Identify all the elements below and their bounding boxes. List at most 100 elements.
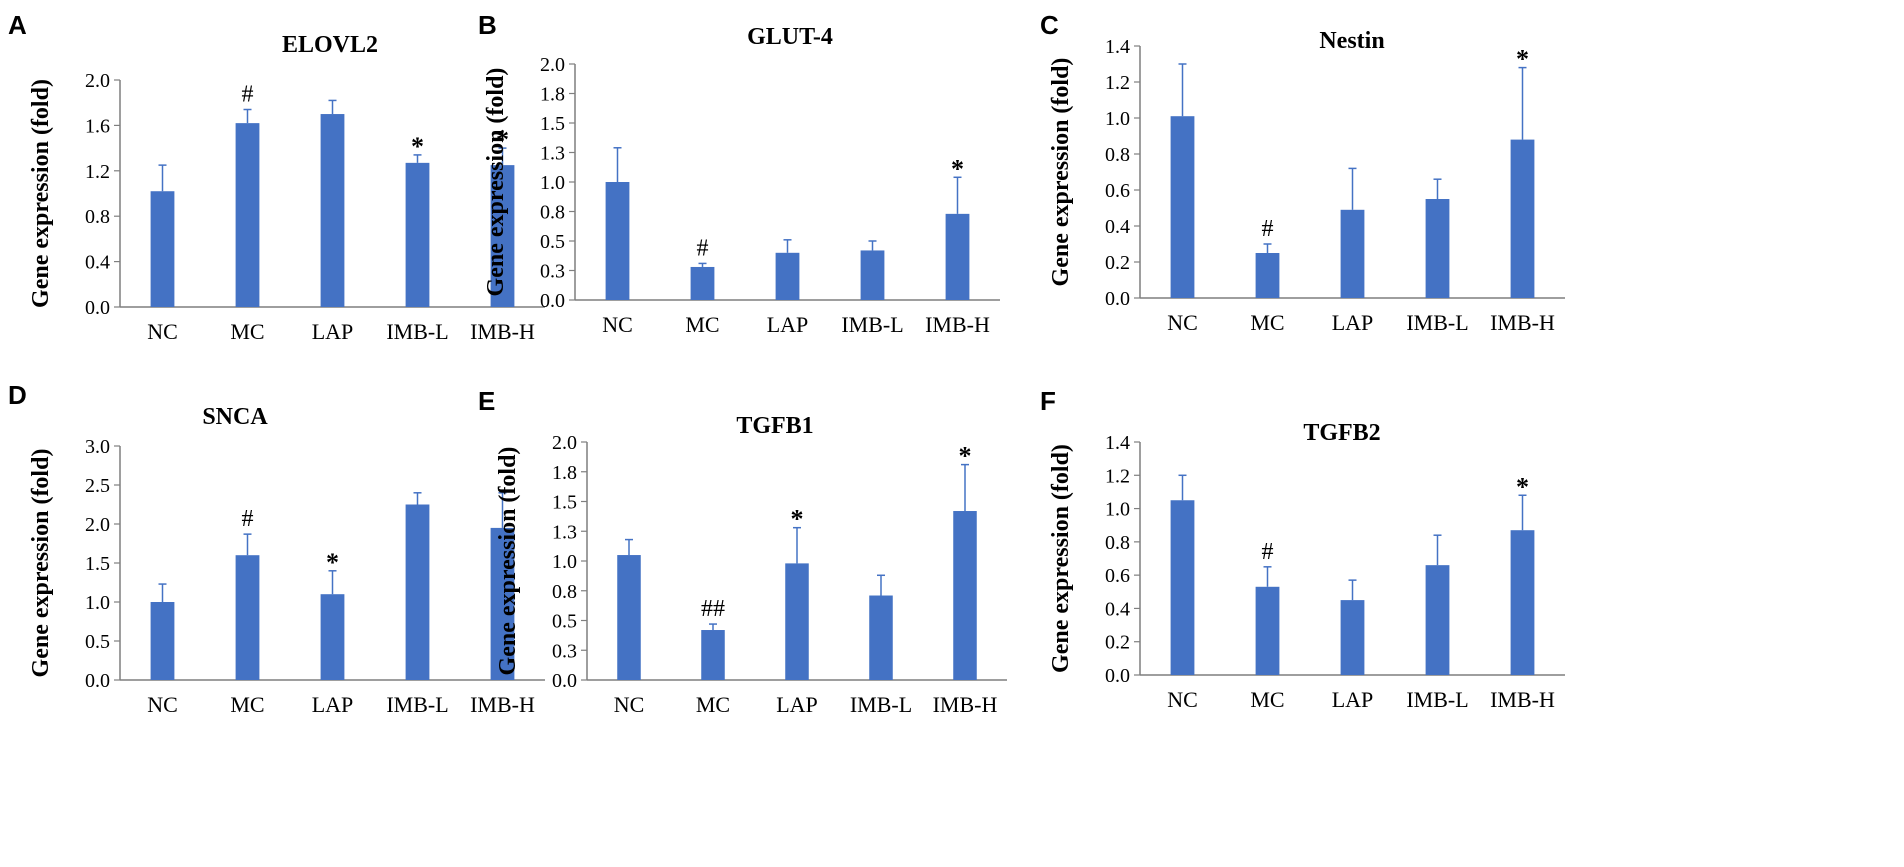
bar-imb-l (1425, 199, 1450, 298)
x-category-label: NC (147, 692, 178, 717)
y-axis-label: Gene expression (fold) (1048, 58, 1074, 287)
significance-hash: # (1262, 539, 1274, 565)
bar-imb-h (490, 165, 515, 307)
y-tick-label: 2.0 (552, 432, 577, 454)
significance-hash: ## (701, 596, 725, 622)
bar-mc (690, 266, 715, 300)
y-tick-label: 1.5 (552, 492, 577, 514)
x-category-label: IMB-H (925, 312, 990, 337)
y-tick-label: 0.0 (85, 670, 110, 692)
panel-f: F TGFB2 Gene expression (fold) 0.0 0.2 0.4 0.6… (1040, 386, 1565, 712)
x-category-label: IMB-H (1490, 687, 1555, 712)
y-tick-label: 2.0 (85, 514, 110, 536)
bar-lap (775, 252, 800, 300)
y-axis-label: Gene expression (fold) (1048, 444, 1074, 673)
x-category-label: IMB-L (850, 692, 912, 717)
y-tick-label: 1.0 (552, 551, 577, 573)
significance-star: * (791, 505, 804, 534)
bar-imb-l (405, 162, 430, 307)
y-tick-label: 0.0 (1105, 665, 1130, 687)
chart-title: GLUT-4 (747, 24, 833, 50)
y-tick-label: 1.8 (540, 84, 565, 106)
bar-nc (150, 191, 175, 307)
panel-a: A ELOVL2 Gene expression (fold) 0.0 0.4 0.8 1.… (8, 10, 545, 344)
bar-nc (1170, 500, 1195, 675)
x-category-label: LAP (312, 319, 354, 344)
bar-imb-l (1425, 565, 1450, 675)
y-tick-label: 0.4 (85, 252, 110, 274)
x-category-label: IMB-L (386, 319, 448, 344)
y-tick-label: 1.0 (540, 172, 565, 194)
bar-lap (785, 563, 809, 680)
significance-star: * (951, 154, 964, 183)
bar-nc (1170, 116, 1195, 298)
y-tick-label: 1.4 (1105, 432, 1130, 454)
y-tick-label: 0.0 (85, 297, 110, 319)
y-tick-label: 0.2 (1105, 632, 1130, 654)
chart-title: SNCA (202, 404, 268, 430)
bar-imb-h (1510, 139, 1535, 298)
x-category-label: IMB-L (1406, 310, 1468, 335)
x-category-label: MC (1250, 687, 1284, 712)
bar-nc (605, 182, 630, 300)
x-category-label: MC (696, 692, 730, 717)
x-category-label: MC (685, 312, 719, 337)
chart-title: TGFB1 (736, 413, 813, 439)
y-tick-label: 1.2 (85, 161, 110, 183)
bar-imb-h (490, 527, 515, 680)
bar-imb-h (945, 213, 970, 300)
y-tick-label: 0.4 (1105, 216, 1130, 238)
y-tick-label: 2.0 (85, 70, 110, 92)
significance-star: * (1516, 45, 1529, 74)
y-tick-label: 1.3 (552, 521, 577, 543)
bar-lap (320, 594, 345, 680)
y-tick-label: 2.5 (85, 475, 110, 497)
y-tick-label: 3.0 (85, 436, 110, 458)
y-tick-label: 2.0 (540, 54, 565, 76)
significance-hash: # (697, 235, 709, 261)
y-axis-label: Gene expression (fold) (28, 79, 54, 308)
panel-letter: E (478, 386, 495, 416)
x-category-label: IMB-H (933, 692, 998, 717)
bar-mc (1255, 586, 1280, 675)
y-axis-label: Gene expression (fold) (495, 447, 521, 676)
y-tick-label: 0.8 (540, 202, 565, 224)
x-category-label: LAP (1332, 687, 1374, 712)
bar-imb-l (405, 504, 430, 680)
y-tick-label: 0.8 (552, 581, 577, 603)
x-category-label: MC (230, 319, 264, 344)
x-category-label: IMB-H (470, 692, 535, 717)
panel-letter: B (478, 10, 497, 40)
significance-star: * (496, 125, 509, 154)
y-tick-label: 1.2 (1105, 72, 1130, 94)
bar-imb-l (860, 250, 885, 300)
bar-mc (235, 123, 260, 307)
x-category-label: IMB-H (470, 319, 535, 344)
x-category-label: NC (614, 692, 645, 717)
panel-letter: C (1040, 10, 1059, 40)
y-tick-label: 1.8 (552, 462, 577, 484)
y-tick-label: 0.3 (540, 261, 565, 283)
bar-lap (1340, 209, 1365, 298)
chart-title: ELOVL2 (282, 32, 378, 58)
bar-imb-l (869, 595, 893, 680)
y-tick-label: 0.5 (85, 631, 110, 653)
chart-title: Nestin (1319, 28, 1384, 54)
bar-mc (235, 555, 260, 680)
y-tick-label: 0.6 (1105, 565, 1130, 587)
x-category-label: NC (147, 319, 178, 344)
bar-nc (150, 602, 175, 680)
y-axis-label: Gene expression (fold) (483, 68, 509, 297)
x-category-label: MC (230, 692, 264, 717)
y-tick-label: 1.4 (1105, 36, 1130, 58)
y-tick-label: 1.0 (1105, 108, 1130, 130)
significance-star: * (326, 548, 339, 577)
y-tick-label: 1.5 (540, 113, 565, 135)
y-tick-label: 0.6 (1105, 180, 1130, 202)
x-category-label: MC (1250, 310, 1284, 335)
panel-d: D SNCA Gene expression (fold) 0.0 0.5 1.0 1.5 2… (8, 380, 545, 717)
panel-e: E TGFB1 Gene expression (fold) 0.0 0.3 0.5 0.8… (478, 386, 1007, 717)
x-category-label: NC (602, 312, 633, 337)
x-category-label: IMB-L (1406, 687, 1468, 712)
y-tick-label: 1.6 (85, 115, 110, 137)
